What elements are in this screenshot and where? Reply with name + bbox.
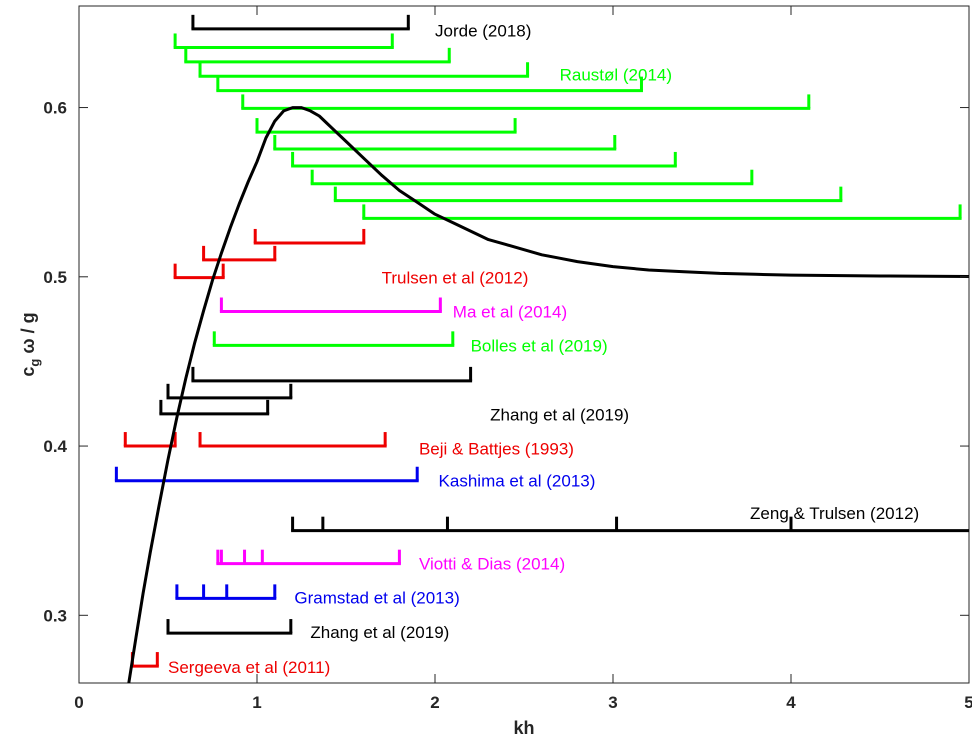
x-tick-label: 1 [252,693,261,712]
x-tick-label: 0 [74,693,83,712]
bracket-green [241,94,811,110]
annotation-label: Beji & Battjes (1993) [419,440,574,459]
bracket-green [310,169,754,186]
bracket-black [191,14,410,31]
annotation-label: Sergeeva et al (2011) [168,658,330,677]
annotation-label: Viotti & Dias (2014) [419,555,565,574]
annotation-label: Zhang et al (2019) [490,406,629,425]
x-tick-label: 2 [430,693,439,712]
y-tick-label: 0.5 [43,268,67,287]
plot-border [78,5,970,684]
annotation-label: Ma et al (2014) [453,302,567,321]
bracket-blue [114,466,419,483]
brackets-layer [114,14,969,668]
bracket-magenta [219,297,442,313]
bracket-green [184,47,451,64]
bracket-black [191,366,473,383]
annotations-layer: Jorde (2018) Raustøl (2014) Trulsen et al … [168,22,919,677]
annotation-label: Zhang et al (2019) [310,623,449,642]
annotation-label: Jorde (2018) [435,22,531,41]
bracket-magenta [216,549,401,566]
bracket-black [166,619,293,635]
bracket-green [333,186,843,203]
bracket-red [253,228,366,245]
bracket-green [216,76,643,93]
bracket-black [166,383,293,400]
bracket-red [202,245,277,262]
y-tick-label: 0.6 [43,99,67,118]
y-tick-label: 0.4 [43,437,67,456]
bracket-red [198,432,387,448]
x-tick-label: 4 [786,693,796,712]
x-axis-title: kh [513,718,534,738]
annotation-label: Bolles et al (2019) [471,336,608,355]
y-axis-title: cg ω / g [18,312,42,376]
bracket-green [173,33,394,49]
bracket-blue [175,584,277,600]
bracket-green [212,331,455,347]
bracket-red [130,652,159,668]
bracket-red [123,432,177,448]
curve-layer [127,106,969,683]
bracket-green [273,135,617,151]
plot-frame [78,5,970,684]
bracket-green [291,151,677,168]
dispersion-curve [127,106,969,683]
bracket-green [362,204,962,220]
ticks-layer: 0 1 2 3 4 5 0.3 0.4 0.5 0.6 [43,6,972,712]
annotation-label: Zeng & Trulsen (2012) [750,504,919,523]
annotation-label: Trulsen et al (2012) [382,269,529,288]
x-tick-label: 5 [964,693,972,712]
bracket-red [173,263,225,280]
annotation-label: Raustøl (2014) [560,66,672,85]
annotation-label: Kashima et al (2013) [439,472,596,491]
x-tick-label: 3 [608,693,617,712]
bracket-green [255,118,517,134]
bracket-black [291,516,969,533]
bracket-green [198,62,530,78]
annotation-label: Gramstad et al (2013) [294,589,459,608]
y-tick-label: 0.3 [43,606,67,625]
